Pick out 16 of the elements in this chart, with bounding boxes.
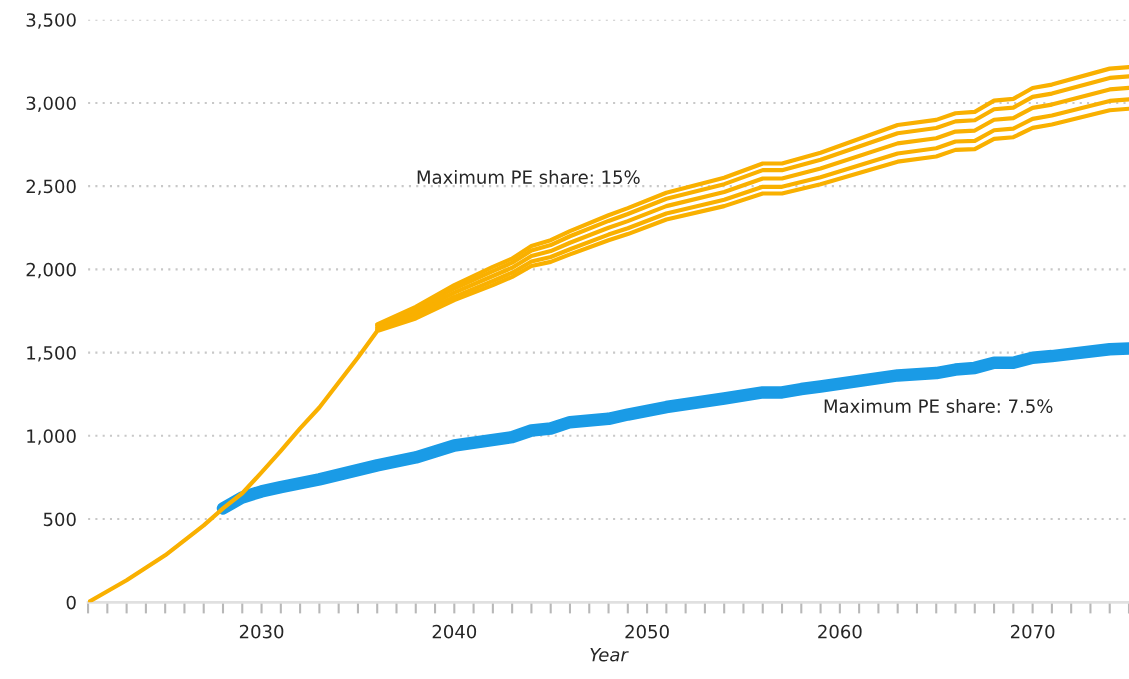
annotation: Maximum PE share: 15% — [417, 170, 640, 184]
x-axis-title: Year — [590, 648, 629, 662]
y-tick-label: 1,000 — [27, 429, 76, 445]
x-tick-label: 2060 — [818, 624, 862, 639]
y-tick-label: 500 — [43, 512, 76, 527]
x-tick-label: 2050 — [625, 624, 669, 639]
y-tick-label: 3,500 — [26, 13, 76, 29]
y-tick-label: 3,000 — [26, 96, 76, 112]
x-tick-label: 2040 — [432, 624, 477, 639]
y-tick-label: 0 — [66, 595, 76, 610]
x-tick-label: 2030 — [239, 624, 284, 639]
y-tick-label: 1,500 — [27, 346, 76, 362]
x-tick-label: 2070 — [1010, 624, 1055, 639]
y-tick-label: 2,500 — [26, 179, 76, 196]
annotation: Maximum PE share: 7.5% — [824, 398, 1053, 413]
y-tick-label: 2,000 — [26, 262, 76, 279]
